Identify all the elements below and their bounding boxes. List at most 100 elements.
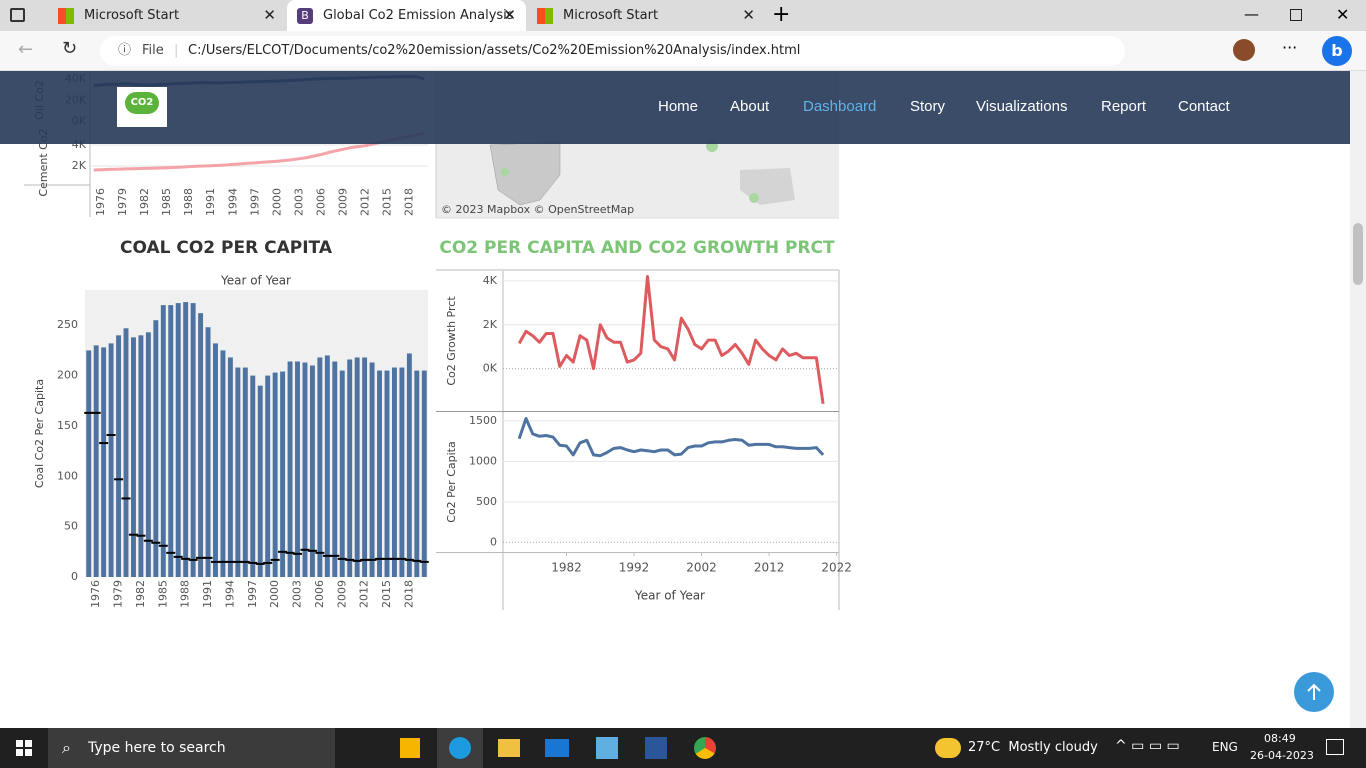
map-dot: [749, 193, 759, 203]
search-box[interactable]: ⌕ Type here to search: [48, 728, 335, 768]
bar: [391, 367, 397, 577]
data-line: [93, 131, 425, 172]
bar: [205, 327, 211, 577]
address-bar: ← ↻ ⓘ File | C:/Users/ELCOT/Documents/co…: [0, 31, 1366, 71]
bar: [384, 370, 390, 577]
x-tick-label: 1982: [138, 188, 151, 216]
x-tick-label: 2006: [314, 188, 327, 216]
nav-link[interactable]: Contact: [1178, 98, 1230, 115]
nav-link[interactable]: About: [730, 98, 770, 115]
bar: [175, 303, 181, 577]
minimize[interactable]: —: [1244, 5, 1259, 23]
y-tick-label: 50: [64, 520, 78, 533]
tab-actions[interactable]: [10, 8, 25, 22]
tab[interactable]: B Global Co2 Emission Analysis ✕: [287, 0, 526, 31]
bar: [347, 359, 353, 577]
weather-icon: [935, 738, 961, 758]
bar: [235, 367, 241, 577]
bar: [131, 337, 136, 577]
bar: [265, 375, 271, 577]
y-tick-label: 0: [490, 535, 497, 548]
bar: [377, 370, 382, 577]
y-tick-label: 250: [57, 318, 78, 331]
x-tick-label: 1979: [116, 188, 129, 216]
x-tick-label: 1997: [248, 188, 261, 216]
x-tick-label: 1985: [156, 580, 169, 608]
notifications[interactable]: [1326, 739, 1344, 755]
x-tick-label: 2012: [359, 188, 372, 216]
profile[interactable]: [1233, 39, 1255, 61]
x-tick-label: 2018: [402, 580, 415, 608]
y-axis-label: Coal Co2 Per Capita: [33, 379, 46, 488]
bar: [369, 362, 375, 577]
bar: [406, 353, 412, 577]
url-box[interactable]: ⓘ File | C:/Users/ELCOT/Documents/co2%20…: [100, 36, 1125, 66]
start-button[interactable]: [16, 740, 32, 756]
scroll-thumb[interactable]: [1353, 223, 1363, 285]
x-tick-label: 1992: [619, 561, 650, 575]
map-credit: © 2023 Mapbox © OpenStreetMap: [441, 203, 634, 216]
app-active[interactable]: [437, 728, 483, 768]
bar: [160, 305, 166, 577]
y-axis-label: Co2 Per Capita: [445, 441, 458, 522]
language[interactable]: ENG: [1212, 740, 1238, 754]
nav-link[interactable]: Report: [1101, 98, 1147, 115]
app-icon[interactable]: [694, 737, 716, 759]
bar: [93, 345, 99, 577]
bing-button[interactable]: b: [1322, 36, 1352, 66]
back[interactable]: ←: [18, 39, 34, 60]
bar: [242, 367, 248, 577]
x-tick-label: 1997: [246, 580, 259, 608]
bar: [287, 361, 293, 577]
weather[interactable]: 27°C Mostly cloudy: [968, 740, 1098, 755]
tab-title: Global Co2 Emission Analysis: [323, 8, 514, 23]
clock-time[interactable]: 08:49: [1264, 732, 1296, 745]
x-tick-label: 1985: [160, 188, 173, 216]
bar: [257, 385, 263, 577]
scrollbar[interactable]: [1350, 71, 1366, 728]
bar: [414, 370, 420, 577]
tab[interactable]: Microsoft Start ✕: [527, 0, 765, 31]
x-tick-label: 2022: [821, 561, 852, 575]
clock-date[interactable]: 26-04-2023: [1250, 749, 1314, 762]
dashboard: © 2023 Mapbox © OpenStreetMap Oil Co20K2…: [24, 71, 1334, 712]
bar: [362, 357, 368, 577]
tray-icons[interactable]: ^ ▭ ▭ ▭: [1115, 738, 1180, 754]
map-dot: [501, 168, 509, 176]
new-tab[interactable]: +: [772, 2, 791, 27]
x-tick-label: 1979: [112, 580, 125, 608]
bar: [123, 328, 129, 577]
tab[interactable]: Microsoft Start ✕: [48, 0, 286, 31]
x-tick-label: 1976: [89, 580, 102, 608]
x-tick-label: 1982: [134, 580, 147, 608]
refresh[interactable]: ↻: [62, 38, 78, 59]
y-tick-label: 0K: [483, 362, 498, 375]
bar: [354, 357, 360, 577]
logo[interactable]: CO2: [117, 87, 167, 127]
app-icon[interactable]: [645, 737, 667, 759]
x-axis-label: Year of Year: [634, 589, 705, 603]
app-icon[interactable]: [498, 739, 520, 757]
bar: [183, 302, 189, 577]
nav-link[interactable]: Story: [910, 98, 946, 115]
bar: [138, 335, 144, 577]
nav-link[interactable]: Home: [658, 98, 699, 115]
x-tick-label: 2015: [381, 188, 394, 216]
y-tick-label: 1000: [469, 454, 497, 467]
bar: [295, 361, 300, 577]
close[interactable]: ✕: [1336, 5, 1350, 24]
nav-link[interactable]: Visualizations: [976, 98, 1068, 115]
x-tick-label: 2003: [292, 188, 305, 216]
app-icon[interactable]: [545, 739, 569, 757]
bar: [302, 362, 308, 577]
x-tick-label: 2009: [337, 188, 350, 216]
bar: [190, 303, 196, 577]
url: C:/Users/ELCOT/Documents/co2%20emission/…: [188, 43, 801, 58]
arrow-icon: [1307, 683, 1321, 700]
app-icon[interactable]: [596, 737, 618, 759]
restore[interactable]: [1290, 9, 1302, 21]
app-icon[interactable]: [400, 738, 420, 758]
data-line: [517, 417, 825, 458]
menu[interactable]: ···: [1282, 38, 1298, 57]
nav-link[interactable]: Dashboard: [803, 98, 877, 115]
